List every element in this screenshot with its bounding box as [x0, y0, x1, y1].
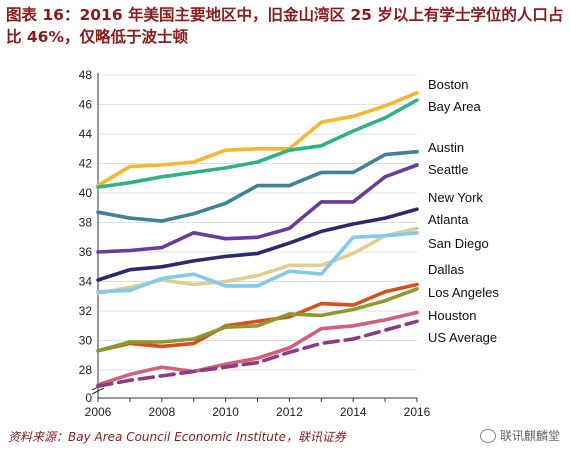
watermark-text: 联讯麒麟堂 — [499, 429, 560, 443]
series-label-atlanta: Atlanta — [428, 212, 469, 227]
wechat-icon — [479, 428, 496, 443]
series-lines — [96, 90, 419, 389]
series-line-dallas — [96, 282, 419, 353]
series-line-bay-area — [96, 98, 419, 189]
axis-break-mark — [91, 387, 105, 395]
chart-title: 图表 16：2016 年美国主要地区中，旧金山湾区 25 岁以上有学士学位的人口… — [6, 6, 564, 46]
y-tick-label: 36 — [79, 245, 93, 259]
series-label-san-diego: San Diego — [428, 236, 489, 251]
series-line-houston — [96, 310, 419, 387]
y-tick-label: 0 — [85, 391, 92, 405]
y-tick-label: 38 — [79, 216, 93, 230]
y-tick-label: 42 — [79, 157, 93, 171]
series-label-dallas: Dallas — [428, 262, 465, 277]
y-tick-label: 28 — [79, 363, 93, 377]
x-tick-label: 2012 — [276, 405, 303, 419]
series-label-new-york: New York — [428, 190, 483, 205]
y-tick-label: 46 — [79, 98, 93, 112]
series-line-seattle — [96, 163, 419, 254]
y-tick-label: 34 — [79, 275, 93, 289]
watermark: 联讯麒麟堂 — [479, 427, 560, 444]
y-tick-label: 44 — [79, 127, 93, 141]
y-tick-label: 30 — [79, 334, 93, 348]
series-line-new-york — [96, 207, 419, 282]
series-labels: Boston Bay Area Austin Seattle New York Atlan… — [428, 77, 499, 345]
y-tick-label: 40 — [79, 186, 93, 200]
x-tick-label: 2010 — [212, 405, 239, 419]
series-label-bay-area: Bay Area — [428, 99, 482, 114]
series-label-houston: Houston — [428, 308, 476, 323]
series-line-austin — [96, 149, 419, 223]
series-label-seattle: Seattle — [428, 162, 468, 177]
series-label-los-angeles: Los Angeles — [428, 285, 499, 300]
x-tick-label: 2006 — [85, 405, 112, 419]
series-label-us-average: US Average — [428, 330, 497, 345]
series-line-us-average — [96, 319, 419, 389]
x-tick-label: 2014 — [340, 405, 367, 419]
y-tick-label: 48 — [79, 68, 93, 82]
series-line-boston — [96, 90, 419, 188]
series-line-los-angeles — [96, 287, 419, 353]
series-label-boston: Boston — [428, 77, 468, 92]
axes: 0 28 30 32 34 36 38 40 42 44 46 48 2006 2008 2010 2012 2… — [79, 68, 431, 419]
x-tick-label: 2016 — [404, 405, 431, 419]
series-label-austin: Austin — [428, 140, 464, 155]
source-note: 资料来源：Bay Area Council Economic Institute… — [8, 430, 346, 444]
x-tick-label: 2008 — [148, 405, 175, 419]
series-line-san-diego — [96, 231, 419, 294]
y-tick-label: 32 — [79, 304, 93, 318]
